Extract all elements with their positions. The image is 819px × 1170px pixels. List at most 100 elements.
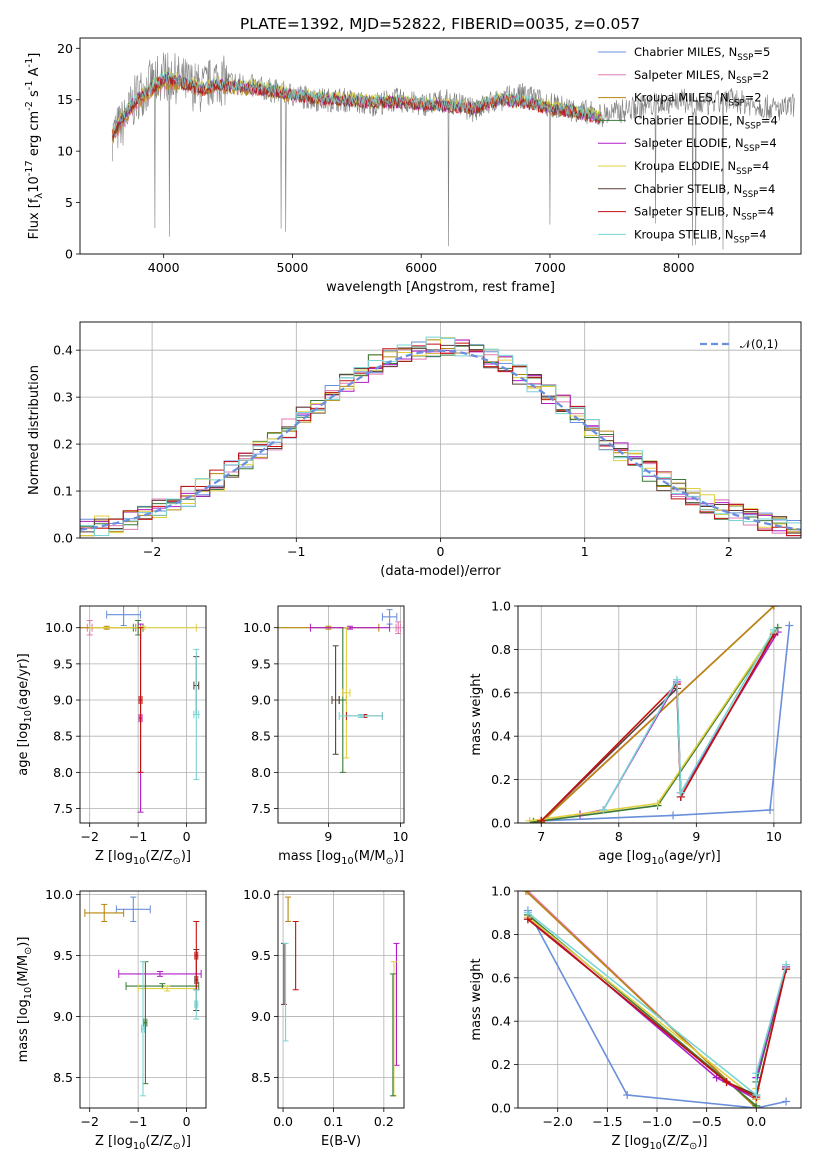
x-tick-label: −1 xyxy=(287,544,305,559)
y-tick-label: 8.0 xyxy=(53,765,73,780)
y-tick-label: 0.6 xyxy=(491,685,511,700)
weight-marker xyxy=(623,1090,632,1099)
y-tick-label: 9.0 xyxy=(53,693,73,708)
y-tick-label: 0.6 xyxy=(491,970,511,985)
legend-label: Chabrier MILES, NSSP=5 xyxy=(634,45,770,63)
x-tick-label: 2 xyxy=(725,544,733,559)
weight-marker xyxy=(785,621,794,630)
weight-line xyxy=(541,625,791,822)
y-tick-label: 0.0 xyxy=(491,816,511,831)
y-tick-label: 9.0 xyxy=(53,1009,73,1024)
y-tick-label: 5 xyxy=(65,195,73,210)
axes-frame xyxy=(79,37,802,255)
x-axis-label: age [log10(age/yr)] xyxy=(598,849,721,867)
x-tick-label: −2.0 xyxy=(543,1114,573,1129)
weight-line xyxy=(527,910,787,1108)
y-tick-label: 0.0 xyxy=(53,531,73,546)
weight-marker xyxy=(765,805,774,814)
legend-label: 𝒩(0,1) xyxy=(740,337,778,351)
weight-marker xyxy=(769,625,778,634)
model-spectrum xyxy=(111,71,602,136)
x-tick-label: −1.5 xyxy=(592,1114,622,1129)
weight-marker xyxy=(752,1090,761,1099)
weight-marker xyxy=(523,908,532,917)
x-tick-label: 0.2 xyxy=(374,1114,394,1129)
x-tick-label: −0.5 xyxy=(691,1114,721,1129)
panel-massweight_vs_age: 7 8 9 10 0.0 0.2 0.4 0.6 0.8 1.0 age [log10(age/yr… xyxy=(469,599,802,867)
y-tick-label: 0.8 xyxy=(491,927,511,942)
legend-label: Salpeter STELIB, NSSP=4 xyxy=(634,205,774,223)
x-tick-label: 1 xyxy=(581,544,589,559)
x-tick-label: 0.0 xyxy=(746,1114,766,1129)
axes-frame xyxy=(79,605,207,824)
x-tick-label: 4000 xyxy=(148,260,180,275)
residual-histogram xyxy=(80,339,801,538)
weight-marker xyxy=(521,891,530,895)
y-axis-label: age [log10(age/yr)] xyxy=(16,653,34,776)
y-tick-label: 8.5 xyxy=(53,1070,73,1085)
x-tick-label: 7 xyxy=(537,829,545,844)
panel-mass_vs_ebv: 0.0 0.1 0.2 8.5 9.0 9.5 10.0 E(B-V) xyxy=(243,887,405,1149)
legend-label: Salpeter MILES, NSSP=2 xyxy=(634,68,769,86)
y-tick-label: 0.0 xyxy=(491,1101,511,1116)
y-tick-label: 8.5 xyxy=(251,729,271,744)
y-tick-label: 0.8 xyxy=(491,642,511,657)
y-tick-label: 7.5 xyxy=(53,801,73,816)
panel-age_vs_z: −2 −1 0 7.5 8.0 8.5 9.0 9.5 10.0 Z [log10(Z/Z⊙)] a… xyxy=(16,605,207,867)
axes-frame xyxy=(517,890,802,1109)
x-axis-label: Z [log10(Z/Z⊙)] xyxy=(95,849,191,867)
y-tick-label: 1.0 xyxy=(491,599,511,614)
weight-marker xyxy=(676,788,685,797)
panel-massweight_vs_z: −2.0 −1.5 −1.0 −0.5 0.0 0.0 0.2 0.4 0.6 0.8 1.0 Z [… xyxy=(469,884,802,1152)
weight-marker xyxy=(529,817,538,823)
residual-histogram xyxy=(80,337,801,538)
y-axis-label: Flux [fλ10-17 erg cm-2 s-1 A-1] xyxy=(24,53,45,240)
y-tick-label: 15 xyxy=(57,92,73,107)
y-tick-label: 9.5 xyxy=(251,656,271,671)
weight-marker xyxy=(537,816,546,823)
y-tick-label: 0 xyxy=(65,247,73,262)
weight-marker xyxy=(669,811,678,820)
y-tick-label: 7.5 xyxy=(251,801,271,816)
weight-marker xyxy=(525,816,534,823)
y-tick-label: 8.5 xyxy=(251,1070,271,1085)
weight-line xyxy=(525,891,757,1108)
y-tick-label: 20 xyxy=(57,41,73,56)
y-tick-label: 8.0 xyxy=(251,765,271,780)
legend-label: Chabrier ELODIE, NSSP=4 xyxy=(634,113,778,131)
weight-marker xyxy=(712,1073,721,1082)
plot-area xyxy=(84,896,202,1097)
y-tick-label: 0.2 xyxy=(491,772,511,787)
y-axis-label: Normed distribution xyxy=(27,365,42,495)
x-tick-label: −2 xyxy=(80,1114,98,1129)
x-tick-label: 0 xyxy=(437,544,445,559)
x-tick-label: −1.0 xyxy=(642,1114,672,1129)
panel-spectrum: 4000 5000 6000 7000 8000 0 5 10 15 20 wavelength [… xyxy=(24,37,802,295)
x-tick-label: 9 xyxy=(692,829,700,844)
axes-frame xyxy=(277,605,405,824)
x-tick-label: −2 xyxy=(143,544,161,559)
x-axis-label: E(B-V) xyxy=(321,1134,361,1149)
axes-frame xyxy=(79,321,802,539)
x-tick-label: 0 xyxy=(183,829,191,844)
legend-label: Kroupa MILES, NSSP=2 xyxy=(634,91,762,109)
y-tick-label: 0.4 xyxy=(491,1014,511,1029)
y-tick-label: 9.0 xyxy=(251,693,271,708)
x-tick-label: −1 xyxy=(129,829,147,844)
y-tick-label: 0.2 xyxy=(491,1057,511,1072)
plot-area xyxy=(80,606,200,813)
y-tick-label: 10.0 xyxy=(45,620,73,635)
y-tick-label: 1.0 xyxy=(491,884,511,899)
gaussian-curve xyxy=(80,349,801,531)
y-tick-label: 9.5 xyxy=(53,656,73,671)
plot-area xyxy=(525,606,794,823)
legend-label: Chabrier STELIB, NSSP=4 xyxy=(634,182,775,200)
residual-histogram xyxy=(80,342,801,538)
y-tick-label: 10.0 xyxy=(243,620,271,635)
y-tick-label: 0.1 xyxy=(53,484,73,499)
axes-frame xyxy=(79,890,207,1109)
y-tick-label: 0.4 xyxy=(53,343,73,358)
y-tick-label: 0.2 xyxy=(53,437,73,452)
x-tick-label: 6000 xyxy=(405,260,437,275)
